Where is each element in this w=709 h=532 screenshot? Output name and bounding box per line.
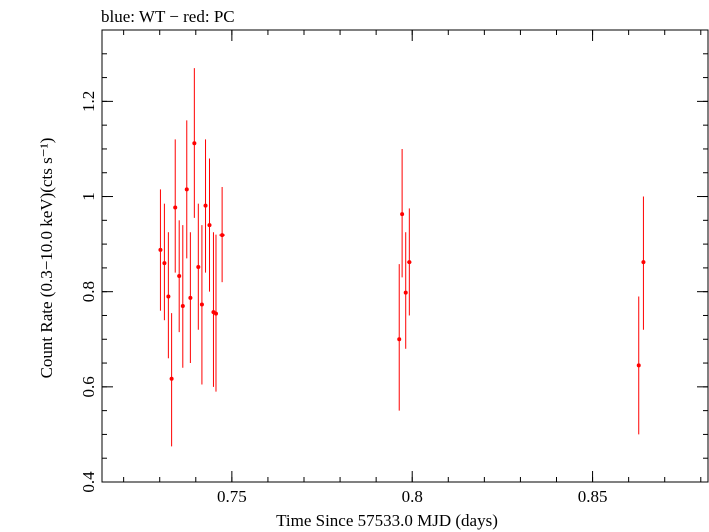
data-marker [397,337,402,342]
y-tick-label: 0.4 [79,471,98,493]
data-points [158,68,646,447]
data-point [207,158,212,292]
y-tick-label: 0.6 [79,376,98,397]
data-point [407,208,412,316]
data-point [188,232,193,364]
axis-ticks [102,29,708,483]
y-tick-label: 1.2 [79,91,98,112]
data-marker [641,260,646,265]
x-axis-label: Time Since 57533.0 MJD (days) [276,511,498,530]
data-marker [220,233,225,238]
data-point [199,225,204,385]
data-marker [184,187,189,192]
data-point [173,139,178,273]
y-tick-label: 1 [79,192,98,201]
plot-frame [101,29,709,483]
data-marker [203,203,208,208]
data-marker [400,212,405,217]
data-marker [162,261,167,266]
data-point [219,187,226,283]
data-marker [173,205,178,210]
data-marker [166,294,171,299]
data-point [641,196,646,330]
data-point [203,139,208,273]
data-marker [207,223,212,228]
data-point [184,120,189,259]
data-marker [180,303,185,308]
data-point [177,220,182,333]
data-marker [158,247,163,252]
data-point [166,232,171,359]
data-marker [188,295,193,300]
y-axis-label: Count Rate (0.3−10.0 keV)(cts s⁻¹) [37,138,56,379]
x-tick-label: 0.75 [217,487,247,506]
data-marker [196,264,201,269]
chart-title: blue: WT − red: PC [101,7,235,26]
data-marker [213,311,218,316]
data-marker [199,302,204,307]
y-tick-labels: 0.4 0.6 0.8 1 1.2 [79,91,98,493]
x-tick-labels: 0.75 0.8 0.85 [217,487,607,506]
data-marker [403,290,408,295]
data-marker [192,141,197,146]
data-point [400,148,405,278]
data-point [636,296,641,435]
data-point [213,234,218,392]
data-point [158,189,163,311]
data-point [180,225,185,368]
x-tick-label: 0.85 [578,487,608,506]
data-point [169,313,174,447]
data-marker [177,273,182,278]
data-marker [407,260,412,265]
data-point [403,232,408,349]
data-marker [636,363,641,368]
data-marker [169,376,174,381]
data-point [192,68,197,218]
data-point [162,203,167,321]
data-point [196,203,201,330]
data-point [211,232,216,387]
y-tick-label: 0.8 [79,281,98,302]
data-point [397,264,402,411]
x-tick-label: 0.8 [402,487,423,506]
